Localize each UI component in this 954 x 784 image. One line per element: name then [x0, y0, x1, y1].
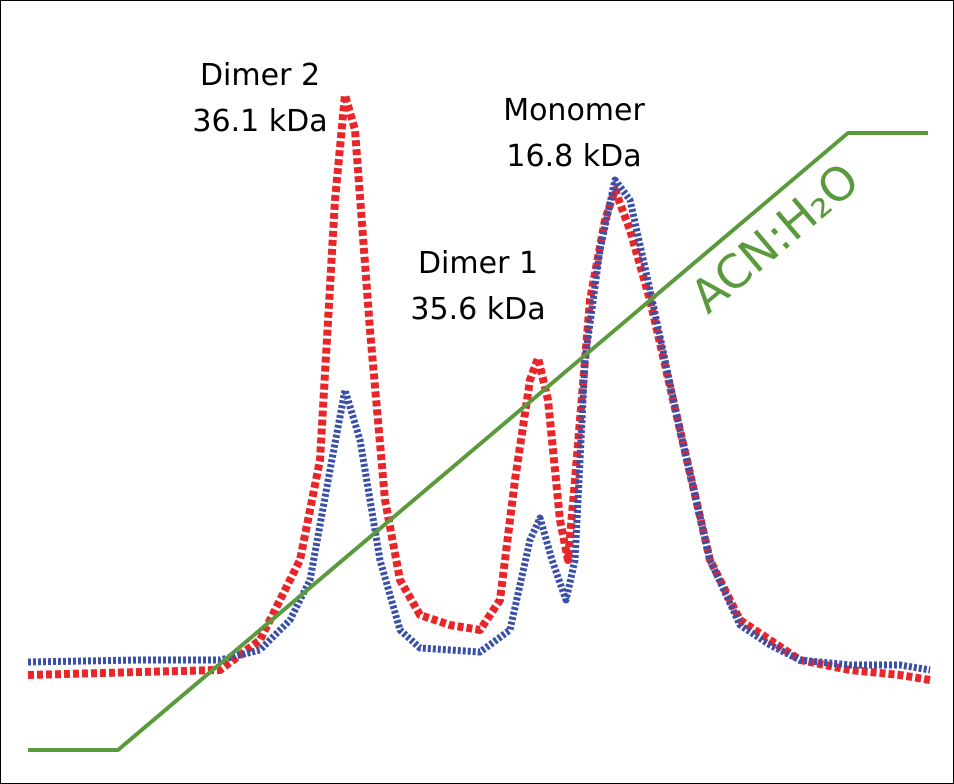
series-line: [28, 131, 928, 752]
annotation: Dimer 2: [200, 58, 320, 93]
annotation: 35.6 kDa: [410, 292, 545, 327]
annotation: Monomer: [503, 93, 645, 128]
annotation: Dimer 1: [418, 246, 538, 281]
annotation: 16.8 kDa: [506, 139, 641, 174]
annotation: 36.1 kDa: [192, 104, 327, 139]
series-line: [27, 91, 931, 684]
series-line: [27, 176, 931, 674]
